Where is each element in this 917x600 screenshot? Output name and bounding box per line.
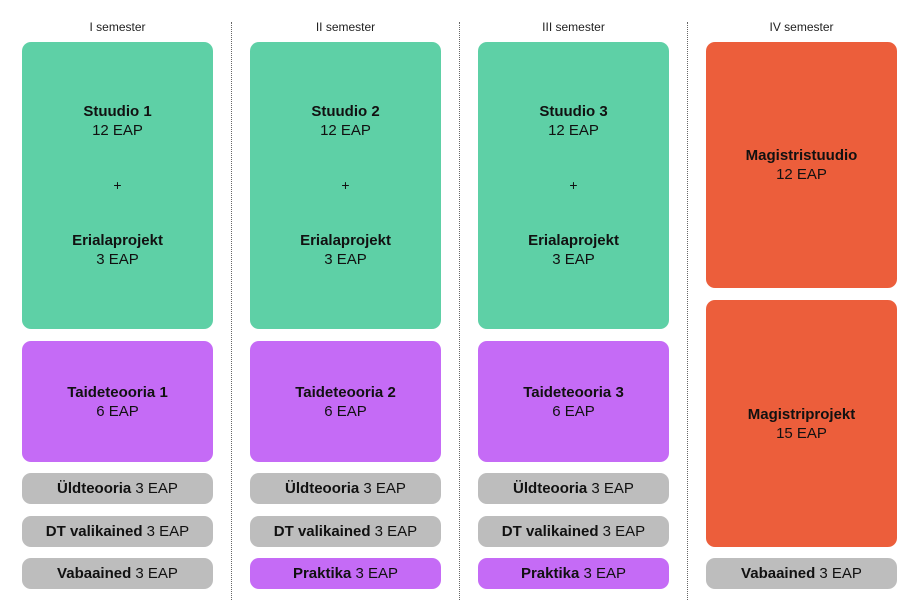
pill-label: DT valikained [501,523,599,540]
project-credits: 3 EAP [324,251,367,268]
master-project-block: Magistriprojekt 15 EAP [706,300,897,547]
pill-credits: 3 EAP [142,523,190,540]
free-electives-pill: Vabaained 3 EAP [706,558,897,589]
pill-credits: 3 EAP [815,565,862,582]
plus-sign: + [569,177,578,193]
semester-column-1: I semester Stuudio 1 12 EAP + Erialaproj… [22,0,213,600]
practice-pill: Praktika 3 EAP [478,558,669,589]
studio-credits: 12 EAP [92,122,143,139]
pill-credits: 3 EAP [598,523,646,540]
studio-title: Stuudio 2 [311,103,380,120]
project-title: Erialaprojekt [528,232,619,249]
general-theory-pill: Üldteooria 3 EAP [22,473,213,504]
general-theory-pill: Üldteooria 3 EAP [478,473,669,504]
studio-credits: 12 EAP [548,122,599,139]
studio-block: Stuudio 2 12 EAP + Erialaprojekt 3 EAP [250,42,441,329]
pill-label: Üldteooria [513,480,588,497]
semester-column-2: II semester Stuudio 2 12 EAP + Erialapro… [250,0,441,600]
theory-credits: 6 EAP [96,402,139,420]
pill-label: Vabaained [741,565,816,582]
pill-label: DT valikained [45,523,143,540]
column-divider [459,22,460,600]
pill-credits: 3 EAP [579,565,627,582]
studio-block: Stuudio 3 12 EAP + Erialaprojekt 3 EAP [478,42,669,329]
pill-credits: 3 EAP [587,480,634,497]
pill-credits: 3 EAP [131,565,178,582]
semester-header: III semester [542,20,605,34]
master-studio-block: Magistristuudio 12 EAP [706,42,897,288]
column-divider [231,22,232,600]
pill-label: Praktika [520,565,580,582]
semester-header: IV semester [769,20,834,34]
studio-credits: 12 EAP [320,122,371,139]
master-studio-credits: 12 EAP [776,166,827,183]
electives-pill: DT valikained 3 EAP [22,516,213,547]
semester-header: II semester [315,20,376,34]
practice-pill: Praktika 3 EAP [250,558,441,589]
studio-block: Stuudio 1 12 EAP + Erialaprojekt 3 EAP [22,42,213,329]
project-title: Erialaprojekt [300,232,391,249]
pill-credits: 3 EAP [359,480,406,497]
theory-credits: 6 EAP [552,402,595,420]
master-project-credits: 15 EAP [776,424,827,442]
pill-label: Üldteooria [285,480,360,497]
studio-title: Stuudio 1 [83,103,152,120]
project-credits: 3 EAP [96,251,139,268]
theory-block: Taideteooria 2 6 EAP [250,341,441,462]
project-credits: 3 EAP [552,251,595,268]
semester-header: I semester [89,20,146,34]
studio-title: Stuudio 3 [539,103,608,120]
semester-column-3: III semester Stuudio 3 12 EAP + Erialapr… [478,0,669,600]
theory-title: Taideteooria 2 [295,383,396,401]
theory-credits: 6 EAP [324,402,367,420]
theory-block: Taideteooria 1 6 EAP [22,341,213,462]
pill-credits: 3 EAP [131,480,178,497]
electives-pill: DT valikained 3 EAP [250,516,441,547]
master-project-title: Magistriprojekt [747,405,856,423]
pill-label: Üldteooria [57,480,132,497]
plus-sign: + [113,177,122,193]
general-theory-pill: Üldteooria 3 EAP [250,473,441,504]
project-title: Erialaprojekt [72,232,163,249]
pill-label: Vabaained [57,565,132,582]
pill-label: DT valikained [273,523,371,540]
pill-credits: 3 EAP [370,523,418,540]
master-studio-title: Magistristuudio [745,147,858,164]
pill-credits: 3 EAP [351,565,399,582]
free-electives-pill: Vabaained 3 EAP [22,558,213,589]
column-divider [687,22,688,600]
pill-label: Praktika [292,565,352,582]
theory-block: Taideteooria 3 6 EAP [478,341,669,462]
plus-sign: + [341,177,350,193]
theory-title: Taideteooria 3 [523,383,624,401]
semester-column-4: IV semester Magistristuudio 12 EAP Magis… [706,0,897,600]
theory-title: Taideteooria 1 [67,383,168,401]
electives-pill: DT valikained 3 EAP [478,516,669,547]
